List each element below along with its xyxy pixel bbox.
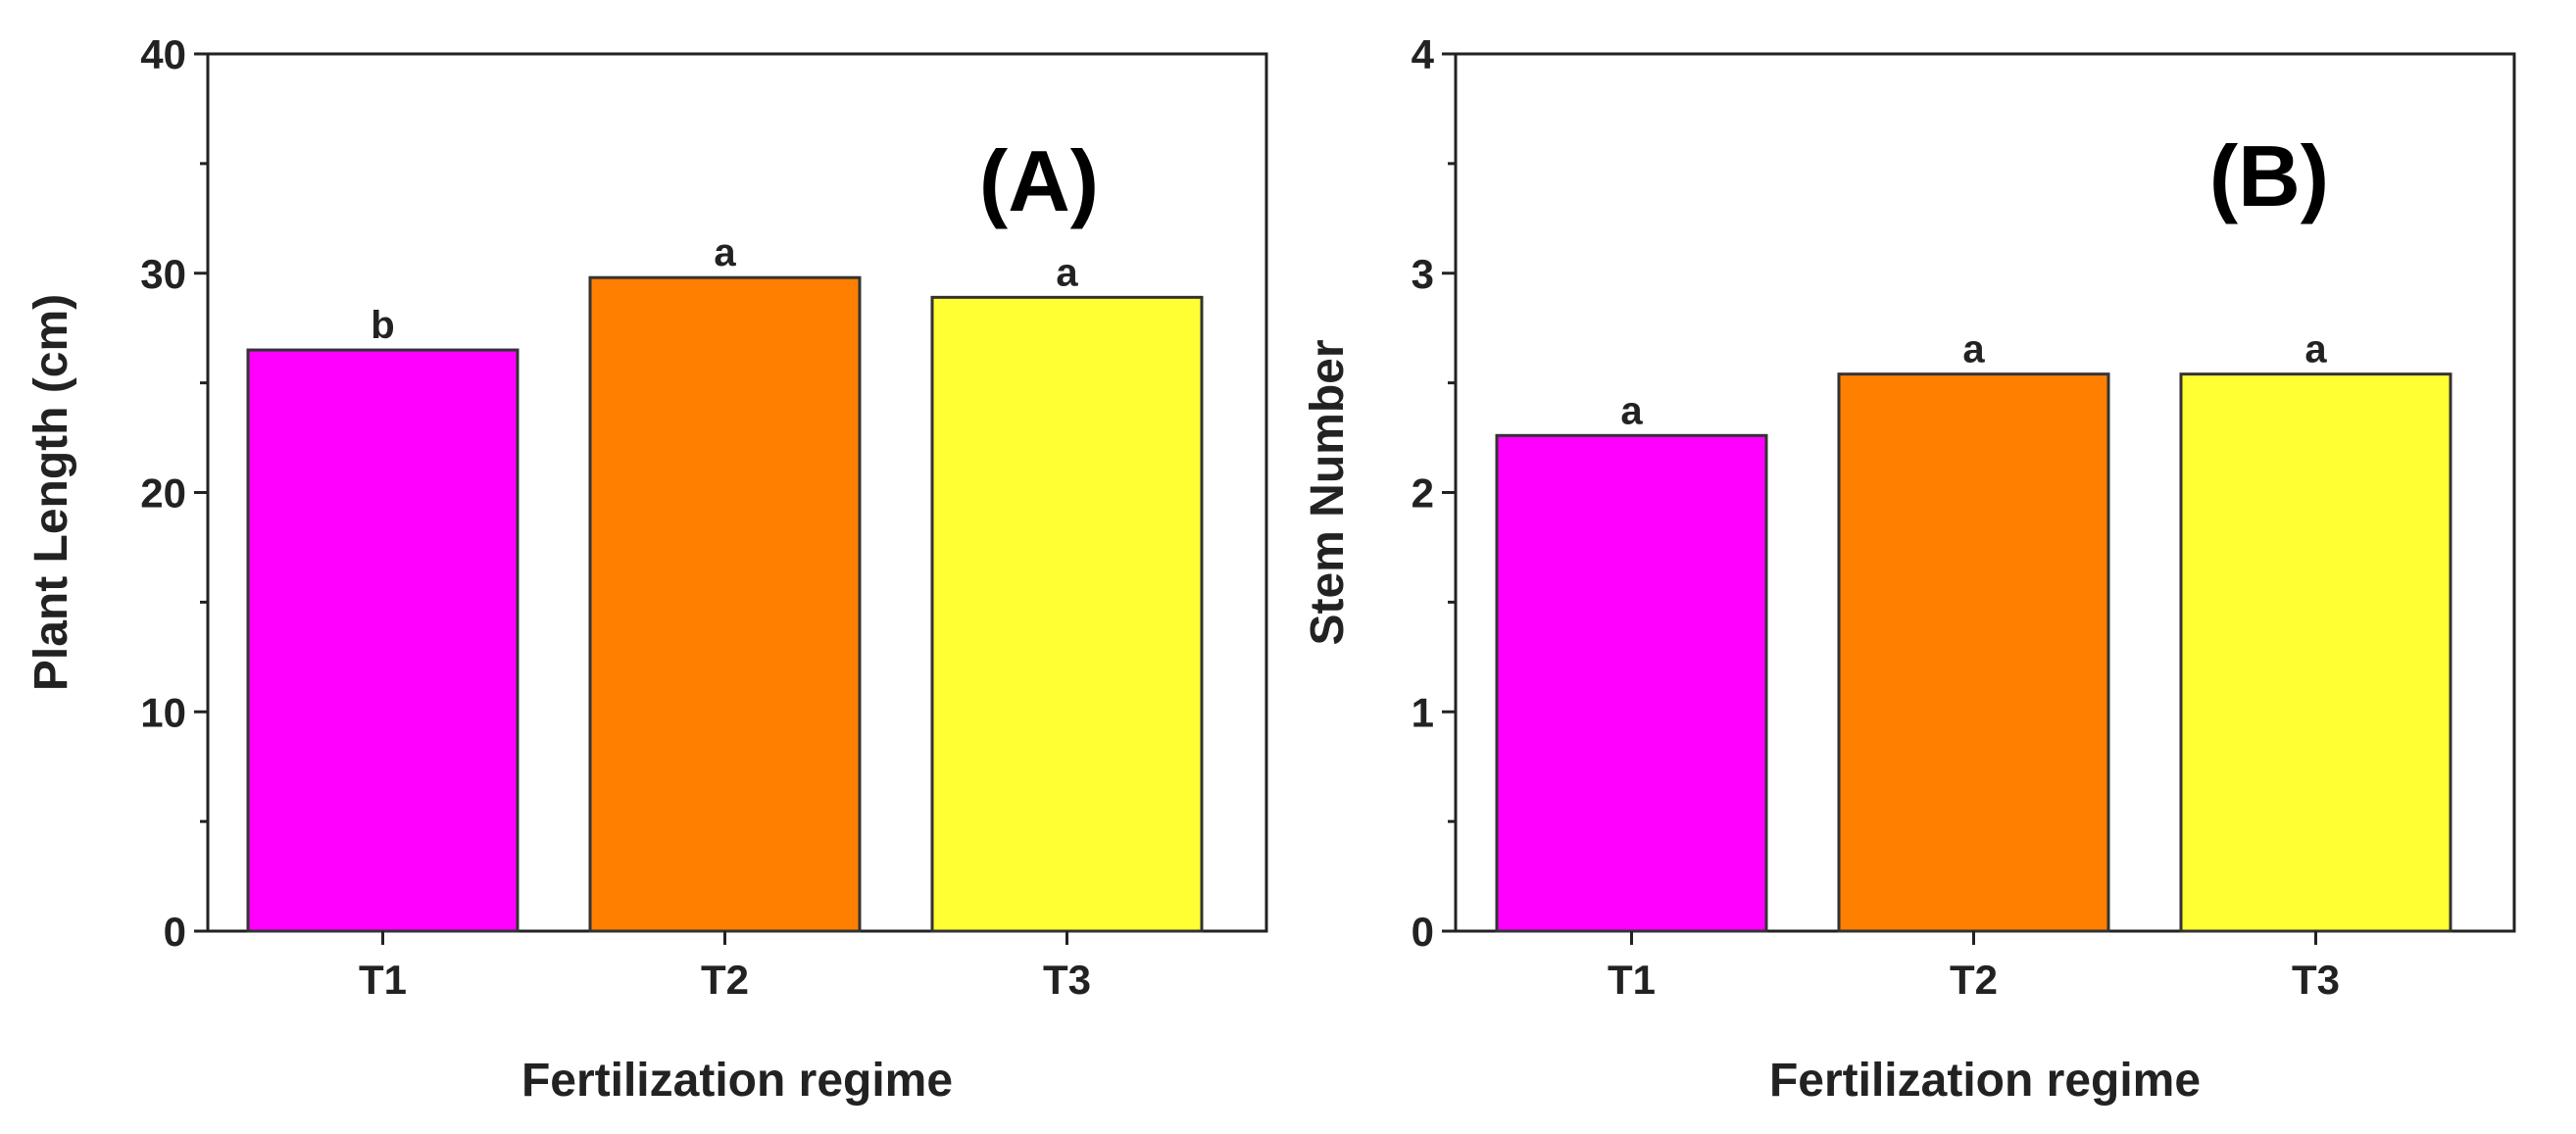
y-axis-label: Stem Number	[1302, 339, 1354, 645]
significance-label: a	[1620, 389, 1643, 432]
bar-t3	[2179, 372, 2452, 933]
y-tick-label: 30	[140, 251, 186, 297]
y-tick-label: 1	[1412, 689, 1434, 735]
x-tick-label: T3	[2292, 957, 2340, 1003]
y-tick-label: 4	[1412, 31, 1435, 77]
y-axis-label: Plant Length (cm)	[25, 294, 77, 691]
bar-t3	[930, 295, 1204, 933]
panel-a: 0 10 20 30 40 b T1 a T2 a T3 Fertilization regime Pl…	[25, 31, 1268, 1107]
significance-label: a	[1962, 328, 1985, 371]
x-axis-label: Fertilization regime	[1769, 1055, 2201, 1107]
y-tick-label: 0	[164, 909, 186, 955]
y-tick-label: 0	[1412, 909, 1434, 955]
x-tick-label: T1	[1608, 957, 1656, 1003]
panel-label: (B)	[2209, 127, 2329, 224]
bar-t1	[246, 348, 520, 933]
y-tick-label: 3	[1412, 251, 1434, 297]
bar-t2	[588, 275, 862, 933]
significance-label: b	[371, 304, 394, 347]
y-tick-label: 40	[140, 31, 186, 77]
significance-label: a	[2304, 328, 2327, 371]
y-tick-label: 10	[140, 689, 186, 735]
x-tick-label: T1	[359, 957, 407, 1003]
bar-t2	[1837, 372, 2110, 933]
x-tick-label: T2	[701, 957, 749, 1003]
x-tick-label: T3	[1043, 957, 1091, 1003]
significance-label: a	[1056, 251, 1078, 294]
bar-t1	[1495, 433, 1768, 933]
panel-b: 0 1 2 3 4 a T1 a T2 a T3 Fertilization regime Stem N…	[1302, 31, 2516, 1107]
x-axis-label: Fertilization regime	[521, 1055, 953, 1107]
x-tick-label: T2	[1950, 957, 1998, 1003]
panel-label: (A)	[979, 132, 1099, 229]
significance-label: a	[714, 231, 736, 274]
y-tick-label: 2	[1412, 470, 1434, 517]
y-tick-label: 20	[140, 470, 186, 517]
